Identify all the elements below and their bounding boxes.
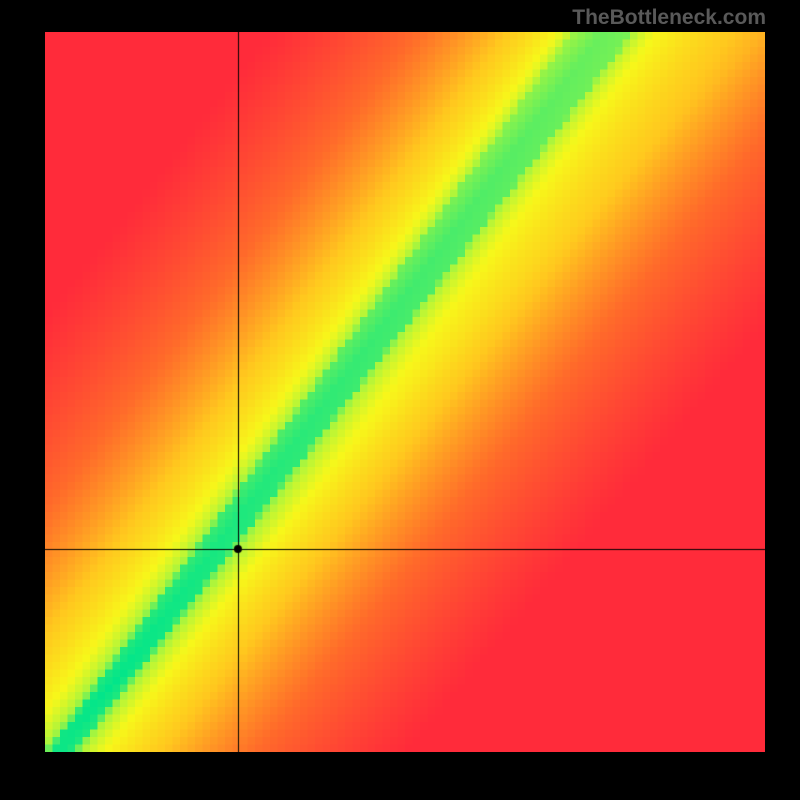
watermark-text: TheBottleneck.com <box>572 6 766 30</box>
chart-container: TheBottleneck.com <box>0 0 800 800</box>
crosshair-overlay <box>45 32 765 752</box>
